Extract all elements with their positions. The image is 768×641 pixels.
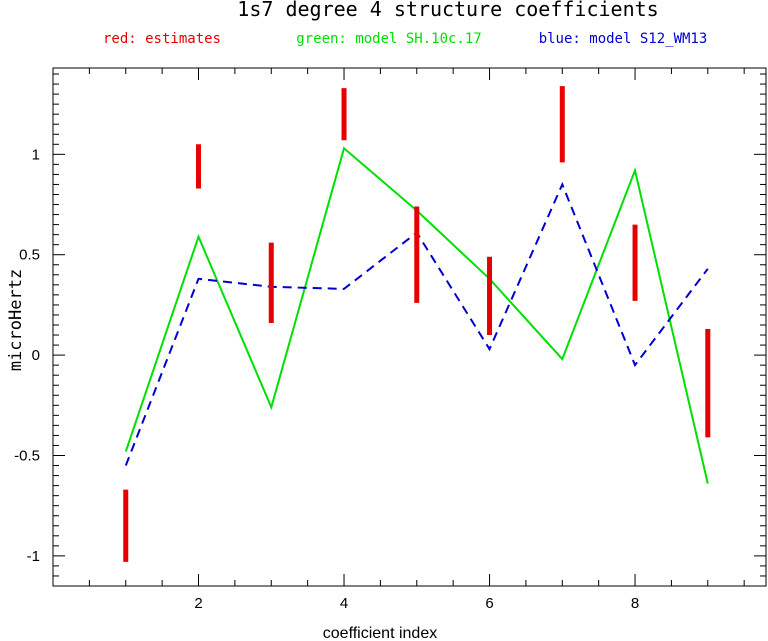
- y-axis-label: microHertz: [6, 269, 26, 371]
- model-series-lines: [124, 146, 709, 484]
- series-line-model-sh10c17: [124, 146, 709, 484]
- legend-entry-model-sh10c17: green: model SH.10c.17: [296, 31, 481, 47]
- x-tick-label: 2: [194, 595, 202, 612]
- y-tick-label: -1: [27, 548, 40, 565]
- x-tick-label: 6: [485, 595, 493, 612]
- y-tick-label: 0: [32, 347, 40, 364]
- y-tick-label: 1: [32, 146, 40, 163]
- legend: red: estimates green: model SH.10c.17 bl…: [103, 31, 707, 47]
- axis-tick-labels: 2 4 6 8 -1 -0.5 0 0.5 1: [14, 146, 639, 612]
- estimate-bars: [123, 86, 711, 562]
- legend-entry-estimates: red: estimates: [103, 31, 221, 47]
- y-tick-label: -0.5: [14, 447, 40, 464]
- x-tick-label: 4: [340, 595, 348, 612]
- plot-frame: [52, 67, 767, 587]
- axis-ticks: [53, 68, 766, 586]
- chart-title: 1s7 degree 4 structure coefficients: [237, 0, 658, 21]
- x-axis-label: coefficient index: [323, 625, 437, 641]
- legend-entry-model-s12wm13: blue: model S12_WM13: [539, 31, 708, 47]
- x-tick-label: 8: [631, 595, 639, 612]
- y-tick-label: 0.5: [19, 247, 40, 264]
